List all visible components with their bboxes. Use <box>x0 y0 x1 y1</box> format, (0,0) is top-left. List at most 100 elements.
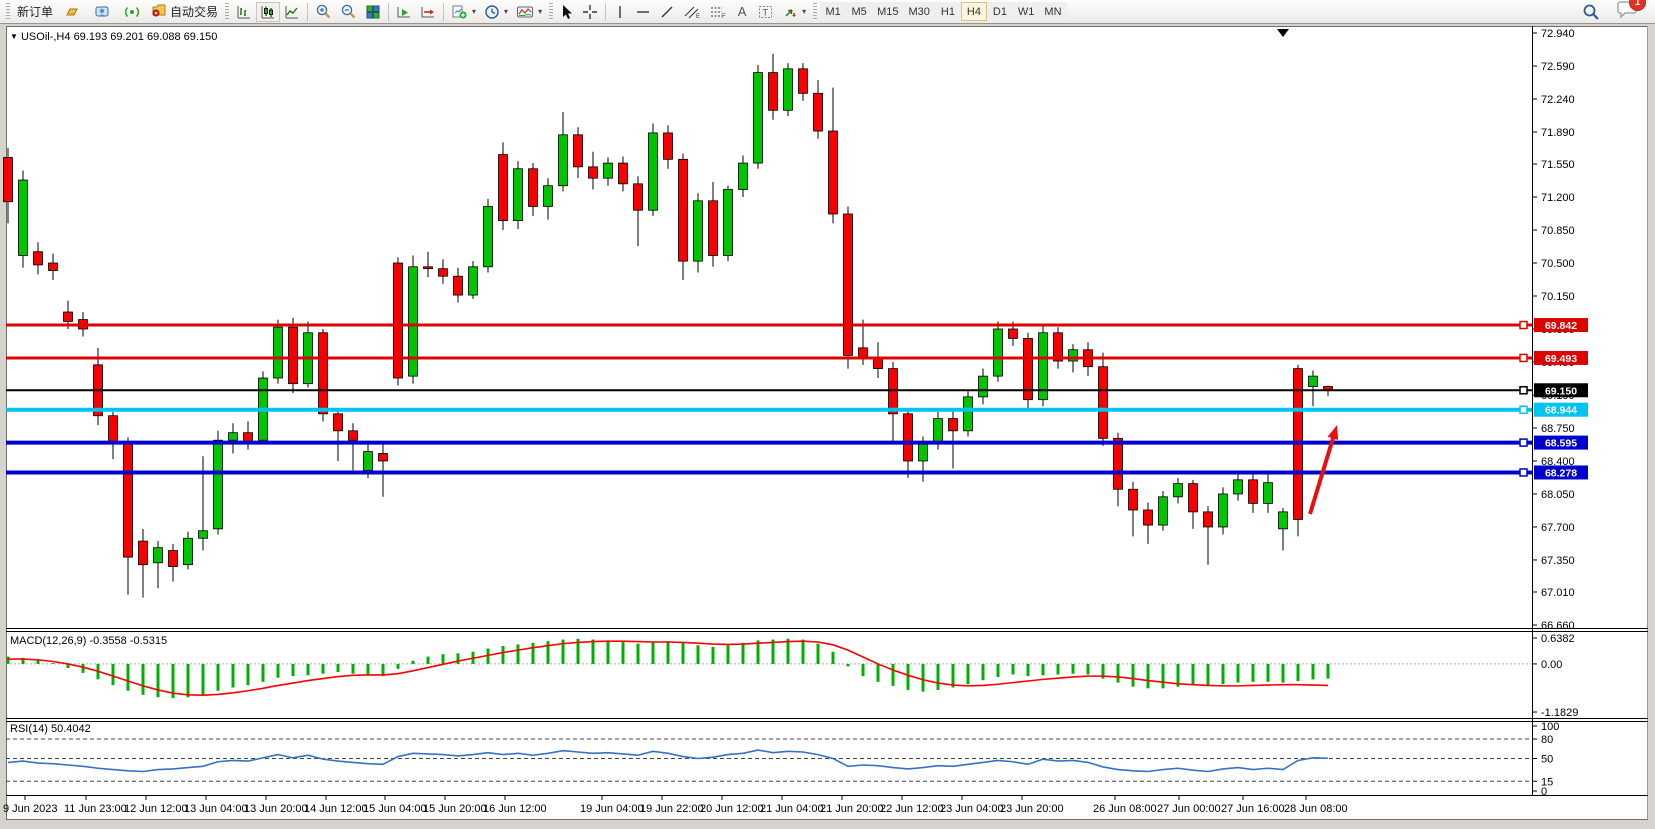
candle-body[interactable] <box>558 134 568 187</box>
candle-body[interactable] <box>1218 493 1228 528</box>
candle-body[interactable] <box>33 251 43 266</box>
new-chart-button[interactable]: ▾ <box>447 2 480 22</box>
candle-body[interactable] <box>543 185 553 207</box>
tab-timeframe-MN[interactable]: MN <box>1039 2 1067 21</box>
candle-body[interactable] <box>3 157 13 203</box>
candle-body[interactable] <box>1113 437 1123 490</box>
candle-body[interactable] <box>1128 488 1138 511</box>
candle-body[interactable] <box>108 415 118 443</box>
candle-body[interactable] <box>678 158 688 262</box>
candle-body[interactable] <box>693 200 703 262</box>
time-tick-label[interactable]: 23 Jun 04:00 <box>940 803 1004 815</box>
time-tick-label[interactable]: 13 Jun 04:00 <box>184 803 248 815</box>
candle-body[interactable] <box>468 266 478 296</box>
zoom-in-button[interactable] <box>311 2 336 22</box>
auto-scroll-button[interactable] <box>392 2 416 22</box>
trendline-tool[interactable] <box>655 2 679 22</box>
candle-body[interactable] <box>363 451 373 471</box>
tab-timeframe-W1[interactable]: W1 <box>1012 2 1040 21</box>
period-button[interactable]: ▾ <box>480 2 512 22</box>
candle-body[interactable] <box>423 266 433 270</box>
toolbar-drag-handle[interactable] <box>813 2 818 21</box>
candle-body[interactable] <box>438 268 448 277</box>
candle-body[interactable] <box>123 443 133 558</box>
tab-timeframe-H4[interactable]: H4 <box>960 2 987 21</box>
crosshair-button[interactable] <box>578 2 602 22</box>
tile-windows-button[interactable] <box>361 2 385 22</box>
text-label-tool[interactable]: T <box>753 2 778 22</box>
candle-body[interactable] <box>483 206 493 268</box>
community-icon[interactable] <box>87 1 117 23</box>
time-tick-label[interactable]: 19 Jun 04:00 <box>580 803 644 815</box>
new-order-button[interactable]: 新订单 <box>13 2 57 22</box>
vertical-line-tool[interactable] <box>609 2 631 22</box>
signal-icon[interactable] <box>117 1 147 23</box>
candle-body[interactable] <box>993 328 1003 377</box>
tab-timeframe-M30[interactable]: M30 <box>903 2 935 21</box>
candle-body[interactable] <box>228 432 238 441</box>
gold-ingot-icon[interactable] <box>57 1 87 23</box>
tab-timeframe-M15[interactable]: M15 <box>872 2 904 21</box>
text-tool[interactable]: A <box>731 2 753 22</box>
candle-body[interactable] <box>768 72 778 111</box>
zoom-out-button[interactable] <box>336 2 361 22</box>
candle-body[interactable] <box>633 183 643 211</box>
time-tick-label[interactable]: 9 Jun 2023 <box>3 803 57 815</box>
time-tick-label[interactable]: 28 Jun 08:00 <box>1284 803 1348 815</box>
candle-body[interactable] <box>618 162 628 185</box>
candle-body[interactable] <box>198 530 208 539</box>
line-chart-button[interactable] <box>280 2 304 22</box>
time-tick-label[interactable]: 15 Jun 04:00 <box>363 803 427 815</box>
candle-body[interactable] <box>828 130 838 215</box>
candle-body[interactable] <box>498 154 508 221</box>
arrows-tool[interactable]: ▾ <box>778 2 810 22</box>
candle-body[interactable] <box>1008 328 1018 339</box>
candle-body[interactable] <box>963 396 973 432</box>
indicators-button[interactable]: ▾ <box>512 2 546 22</box>
bar-chart-button[interactable] <box>232 2 256 22</box>
tab-timeframe-M5[interactable]: M5 <box>846 2 873 21</box>
chart-shift-button[interactable] <box>416 2 440 22</box>
candle-body[interactable] <box>393 262 403 379</box>
time-tick-label[interactable]: 26 Jun 08:00 <box>1093 803 1157 815</box>
fibonacci-tool[interactable]: F <box>705 2 731 22</box>
candle-body[interactable] <box>183 537 193 566</box>
time-tick-label[interactable]: 15 Jun 20:00 <box>423 803 487 815</box>
candle-body[interactable] <box>1098 366 1108 439</box>
time-tick-label[interactable]: 12 Jun 12:00 <box>124 803 188 815</box>
candle-body[interactable] <box>813 92 823 132</box>
candle-body[interactable] <box>348 430 358 441</box>
toolbar-drag-handle[interactable] <box>225 2 230 21</box>
candle-body[interactable] <box>63 311 73 322</box>
candle-body[interactable] <box>948 418 958 432</box>
candle-body[interactable] <box>273 326 283 379</box>
time-tick-label[interactable]: 11 Jun 23:00 <box>64 803 127 815</box>
candle-body[interactable] <box>1023 338 1033 401</box>
candle-body[interactable] <box>378 453 388 462</box>
toolbar-drag-handle[interactable] <box>549 2 554 21</box>
candlestick-chart-button[interactable] <box>256 1 281 22</box>
candle-body[interactable] <box>903 413 913 462</box>
candle-body[interactable] <box>648 132 658 211</box>
candle-body[interactable] <box>48 262 58 271</box>
search-icon[interactable] <box>1576 1 1606 23</box>
time-tick-label[interactable]: 27 Jun 00:00 <box>1157 803 1221 815</box>
toolbar-drag-handle[interactable] <box>6 2 10 21</box>
candle-body[interactable] <box>933 418 943 443</box>
candle-body[interactable] <box>168 550 178 567</box>
candle-body[interactable] <box>738 162 748 190</box>
candle-body[interactable] <box>453 275 463 296</box>
time-tick-label[interactable]: 19 Jun 22:00 <box>640 803 704 815</box>
candle-body[interactable] <box>1263 482 1273 504</box>
chart-shift-marker[interactable] <box>1277 29 1289 37</box>
time-tick-label[interactable]: 13 Jun 20:00 <box>244 803 308 815</box>
notifications-button[interactable]: 1 <box>1616 0 1646 24</box>
tab-timeframe-H1[interactable]: H1 <box>934 2 961 21</box>
candle-body[interactable] <box>213 439 223 530</box>
time-tick-label[interactable]: 27 Jun 16:00 <box>1221 803 1285 815</box>
candle-body[interactable] <box>333 413 343 432</box>
candle-body[interactable] <box>603 162 613 179</box>
time-tick-label[interactable]: 16 Jun 12:00 <box>483 803 547 815</box>
tab-timeframe-D1[interactable]: D1 <box>986 2 1013 21</box>
candle-body[interactable] <box>663 132 673 160</box>
